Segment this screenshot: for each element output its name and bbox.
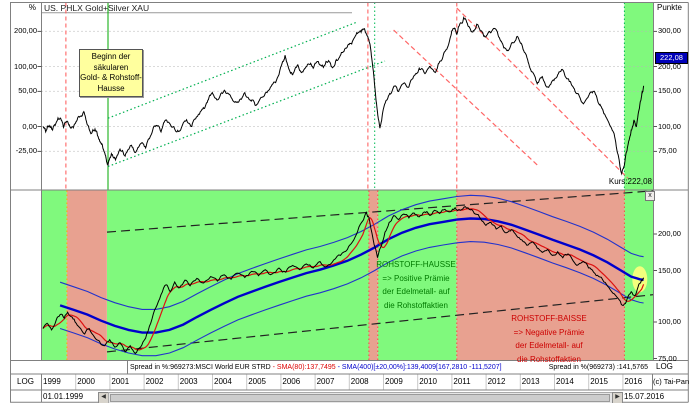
x-axis-scale-label: LOG — [17, 377, 34, 386]
statusbar-segment: - SMA(400)[±20,00%]:139,4009[167,2810 -1… — [337, 364, 502, 371]
right-axis-tick-label: 100,00 — [658, 317, 681, 326]
year-label: 2006 — [282, 377, 301, 386]
chart-title: US. PHLX Gold+Silver XAU — [44, 3, 150, 13]
year-label: 2011 — [453, 377, 471, 386]
note-line: => Negative Prämie — [513, 327, 585, 337]
year-label: 2000 — [77, 377, 95, 386]
note-line: ROHSTOFF-HAUSSE — [376, 260, 456, 269]
left-axis-tick-label: 50,00 — [18, 86, 37, 96]
kurs-value-label: Kurs:222,08 — [608, 177, 652, 186]
note-line: die Rohstoffaktien — [384, 300, 448, 310]
last-price-badge: 222,08 — [655, 52, 688, 64]
annotation-box-hausse-begin: Beginn der säkularen Gold- & Rohstoff- H… — [79, 49, 143, 97]
statusbar-series-legend: Spread in %:969273:MSCI World EUR STRD -… — [130, 362, 502, 373]
right-axis-tick-label: 200,00 — [658, 229, 681, 238]
note-line: der Edelmetall- auf — [382, 287, 450, 296]
right-axis-tick-label: 150,00 — [658, 265, 681, 275]
note-line: ROHSTOFF-BAISSE — [511, 314, 587, 323]
left-axis-tick-label: 200,00 — [14, 26, 37, 36]
year-label: 2013 — [521, 377, 540, 386]
year-label: 2012 — [487, 377, 506, 386]
year-label: 2005 — [248, 377, 266, 386]
annotation-line: Gold- & Rohstoff- — [80, 73, 142, 82]
annotation-line: säkularen — [93, 62, 129, 72]
statusbar-segment: - SMA(80):137,7495 — [272, 364, 338, 371]
scrollbar-right-arrow[interactable]: ▶ — [612, 392, 623, 403]
right-axis-tick-label: 100,00 — [658, 121, 681, 131]
range-start-date: 01.01.1999 — [43, 392, 84, 401]
year-label: 2001 — [111, 377, 130, 386]
right-axis-tick-label: 75,00 — [658, 353, 677, 363]
year-label: 1999 — [43, 377, 61, 386]
range-end-date: 15.07.2016 — [624, 392, 665, 401]
top-right-axis-unit: Punkte — [657, 3, 682, 12]
right-axis-tick-label: 150,00 — [658, 86, 681, 96]
year-label: 2014 — [556, 377, 574, 386]
note-line: => Positive Prämie — [382, 273, 450, 283]
rohstoff-baisse-note: ROHSTOFF-BAISSE => Negative Prämie der E… — [501, 312, 597, 366]
right-axis-tick-label: 300,00 — [658, 26, 681, 36]
copyright-label: (c) Tai-Pan — [653, 377, 690, 386]
year-label: 2004 — [214, 377, 232, 386]
scrollbar-track[interactable] — [108, 392, 613, 403]
statusbar-segment: Spread in %:969273:MSCI World EUR STRD — [130, 364, 273, 371]
year-label: 2016 — [624, 377, 643, 386]
rohstoff-hausse-note: ROHSTOFF-HAUSSE => Positive Prämie der E… — [368, 258, 464, 312]
left-axis-tick-label: 0,00 — [22, 121, 37, 131]
panel-close-button[interactable]: x — [645, 191, 655, 201]
year-label: 2010 — [419, 377, 437, 386]
year-label: 2015 — [590, 377, 608, 386]
left-axis-tick-label: -25,00 — [15, 146, 37, 156]
annotation-line: Hausse — [97, 83, 125, 93]
year-label: 2003 — [179, 377, 198, 386]
right-axis-tick-label: 75,00 — [658, 146, 677, 156]
top-left-axis-unit: % — [28, 3, 36, 12]
note-line: der Edelmetall- auf — [515, 341, 583, 350]
year-label: 2009 — [385, 377, 403, 386]
right-axis-tick-label: 200,00 — [658, 61, 681, 71]
note-line: die Rohstoffaktien — [517, 354, 581, 364]
annotation-line: Beginn der — [91, 52, 131, 61]
year-label: 2002 — [145, 377, 164, 386]
scrollbar-thumb[interactable] — [110, 394, 610, 402]
right-axis-scale-label: LOG — [656, 362, 673, 371]
year-label: 2007 — [316, 377, 335, 386]
statusbar-spread-value: Spread in %(969273) :141,5765 — [548, 364, 648, 371]
left-axis-tick-label: 100,00 — [14, 61, 37, 71]
year-label: 2008 — [350, 377, 369, 386]
